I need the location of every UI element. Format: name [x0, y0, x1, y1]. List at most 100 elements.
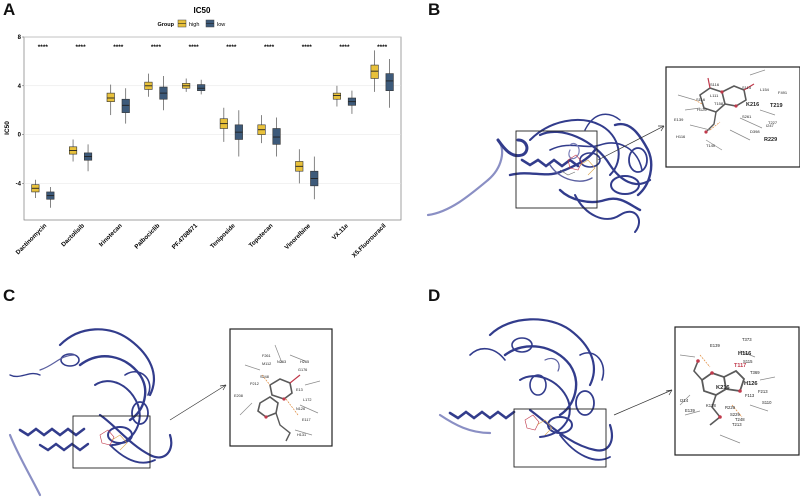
residue-label: T373: [742, 337, 752, 342]
residue-label: T219: [770, 103, 783, 109]
y-tick-label: -4: [16, 181, 22, 187]
inset-ligand-d: [679, 350, 776, 444]
box-body: [272, 128, 281, 145]
residue-label: S261: [742, 114, 752, 119]
ligand-cluster-c: [99, 429, 128, 451]
box-high-Topotecan: [257, 115, 266, 144]
y-axis-label: IC50: [4, 121, 11, 135]
residue-label: T140: [706, 143, 716, 148]
legend-label-low: low: [217, 22, 225, 28]
residue-label: D398: [750, 129, 760, 134]
residue-label: G176: [298, 368, 307, 372]
significance-label: ****: [151, 44, 162, 51]
significance-label: ****: [75, 44, 86, 51]
box-high-Dactolisib: [69, 139, 78, 162]
panel-label-b: B: [428, 0, 441, 19]
box-high-PF.4708671: [182, 78, 191, 92]
inset-frame-b: [665, 66, 800, 168]
residue-label: T227: [768, 120, 778, 125]
box-low-Palbociclib: [159, 76, 168, 111]
legend-label-high: high: [189, 22, 199, 28]
box-body: [197, 84, 206, 91]
box-body: [332, 92, 342, 100]
inset-frame-c: [229, 328, 333, 447]
residue-label: L154: [760, 87, 770, 92]
box-low-PF.4708671: [197, 79, 206, 95]
significance-label: ****: [302, 44, 313, 51]
residue-label: E139: [685, 408, 695, 413]
x-tick-label: Irinotecan: [98, 222, 124, 248]
x-tick-label: X5.Fluorouracil: [351, 222, 388, 259]
box-high-Irinotecan: [106, 84, 115, 116]
significance-label: ****: [339, 44, 350, 51]
residue-label: E13: [296, 388, 303, 392]
residue-label: H131: [297, 433, 306, 437]
protein-ribbon-d: [438, 318, 613, 461]
residue-label: H116: [676, 134, 686, 139]
residue-label: H126: [744, 381, 758, 387]
residue-label: E139: [674, 117, 684, 122]
protein-ribbon-c: [8, 328, 173, 497]
residue-label: H116: [738, 351, 751, 357]
ligand-cluster-d: [524, 414, 553, 436]
residue-label: T213: [732, 422, 742, 427]
residue-label: T158: [714, 101, 724, 106]
residue-label: S116: [710, 82, 720, 87]
significance-label: ****: [226, 44, 237, 51]
box-body: [385, 73, 394, 91]
x-tick-label: VX.11e: [331, 222, 350, 241]
panel-label-c: C: [3, 286, 16, 305]
residue-label: K216: [746, 102, 759, 108]
residue-label: F113: [745, 393, 755, 398]
zoom-arrow-c: [169, 384, 227, 421]
panel-c-structure: F261 N263 S248 G176 E208 E13 N126 E117 H131 L172 P…: [8, 328, 333, 497]
residue-label: E117: [302, 418, 311, 422]
y-tick-label: 4: [18, 84, 22, 90]
panel-b-structure: S116 S115 F491 L154 T219 K216 T227 R229 E139 D398…: [426, 66, 800, 233]
residue-label: K216: [716, 385, 730, 391]
zoom-arrow-b-head: [658, 125, 665, 132]
box-body: [370, 64, 379, 79]
protein-ribbon-b: [426, 113, 653, 233]
residue-label: T369: [750, 370, 760, 375]
residue-label: S115: [742, 85, 752, 90]
chart-legend: Group high low: [158, 19, 225, 28]
box-low-Dactolisib: [84, 144, 93, 172]
panel-d-structure: T373 H116 S115 E139 T369 H126 F113 S110 K216 F213…: [438, 318, 800, 468]
x-tick-label: Dactinomycin: [15, 222, 49, 256]
x-tick-label: Topotecan: [248, 222, 275, 249]
residue-label: R229: [764, 137, 777, 143]
box-low-Teniposide: [234, 110, 243, 157]
residue-label: S115: [743, 359, 753, 364]
box-high-Teniposide: [219, 107, 228, 142]
residue-label: S116: [696, 97, 706, 102]
significance-label: ****: [113, 44, 124, 51]
residue-label: P212: [250, 382, 259, 386]
box-low-Dactinomycin: [46, 187, 55, 208]
significance-label: ****: [377, 44, 388, 51]
zoom-arrow-c-head: [219, 384, 227, 391]
residue-label: L111: [710, 93, 719, 98]
box-high-Vinorelbine: [295, 149, 304, 184]
residue-label: E208: [234, 394, 243, 398]
box-low-Irinotecan: [121, 88, 130, 124]
ligand-cluster-b: [559, 154, 596, 176]
residue-label: R229: [725, 405, 736, 410]
residue-label: H126: [697, 107, 707, 112]
box-high-Palbociclib: [144, 73, 153, 97]
selection-box-d: [513, 408, 607, 468]
box-body: [121, 98, 130, 113]
x-tick-label: PF.4708671: [171, 222, 200, 251]
residue-label: S110: [762, 400, 772, 405]
residue-label: N126: [296, 407, 305, 411]
box-low-Vinorelbine: [310, 156, 319, 200]
selection-box-c: [72, 415, 151, 469]
residue-label-highlight: T117: [734, 363, 746, 369]
box-high-X5.Fluorouracil: [370, 50, 379, 92]
zoom-arrow-d: [613, 389, 673, 416]
x-tick-label: Dactolisib: [60, 222, 86, 248]
residue-label: K128: [706, 403, 716, 408]
inset-ligand-b: [677, 69, 776, 151]
box-low-Topotecan: [272, 117, 281, 157]
box-high-Dactinomycin: [31, 179, 40, 199]
